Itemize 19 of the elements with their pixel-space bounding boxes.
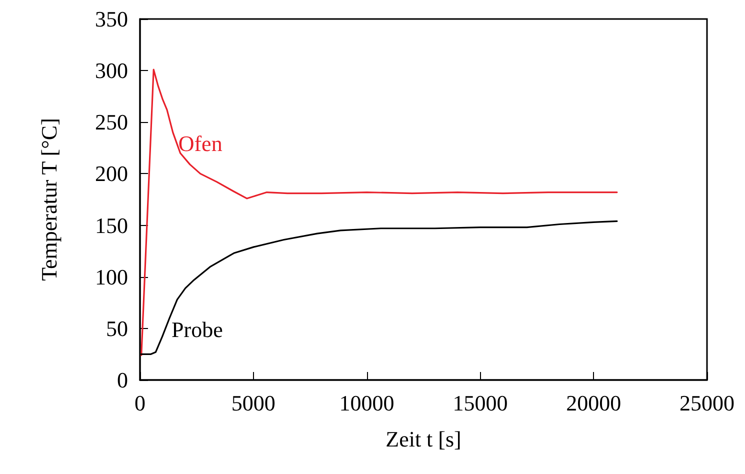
- x-tick-label: 10000: [339, 390, 394, 416]
- x-tick-label: 15000: [452, 390, 508, 416]
- x-tick-label: 0: [134, 390, 146, 416]
- y-tick-label: 50: [106, 316, 128, 341]
- y-tick-label: 300: [95, 58, 128, 84]
- x-axis-title: Zeit t [s]: [386, 426, 462, 452]
- line-series: [140, 68, 618, 356]
- y-tick-label: 150: [95, 212, 128, 238]
- y-tick-label: 0: [117, 368, 128, 392]
- y-axis-title: Temperatur T [°C]: [36, 118, 62, 281]
- x-tick-label: 5000: [231, 390, 276, 416]
- x-tick-label: 25000: [680, 390, 734, 416]
- series-label: Probe: [172, 317, 223, 342]
- y-tick-label: 350: [95, 6, 128, 32]
- y-tick-label: 250: [95, 110, 128, 135]
- series-label: Ofen: [178, 131, 222, 156]
- x-tick-label: 20000: [566, 390, 622, 416]
- y-tick-label: 200: [95, 161, 128, 186]
- y-tick-label: 100: [95, 264, 128, 290]
